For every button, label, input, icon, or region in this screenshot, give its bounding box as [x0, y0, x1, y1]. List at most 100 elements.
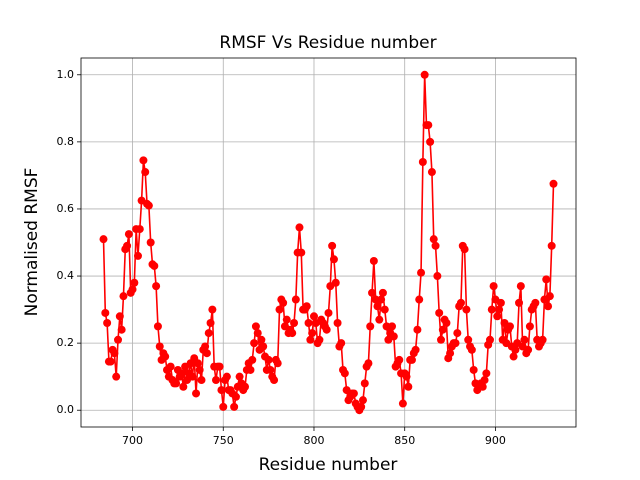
- data-point: [230, 402, 239, 411]
- data-point: [117, 325, 126, 334]
- data-point: [509, 352, 518, 361]
- data-point: [235, 372, 244, 381]
- data-point: [206, 319, 215, 328]
- data-point: [482, 369, 491, 378]
- data-point: [368, 288, 377, 297]
- data-point: [542, 275, 551, 284]
- data-point: [103, 319, 112, 328]
- data-point: [202, 349, 211, 358]
- x-tick-label: 800: [303, 434, 324, 447]
- data-point: [360, 379, 369, 388]
- data-point: [288, 329, 297, 338]
- data-point: [366, 322, 375, 331]
- data-point: [231, 392, 240, 401]
- data-point: [516, 282, 525, 291]
- data-point: [152, 282, 161, 291]
- data-point: [308, 329, 317, 338]
- data-point: [302, 302, 311, 311]
- data-point: [306, 335, 315, 344]
- data-point: [177, 369, 186, 378]
- data-point: [544, 302, 553, 311]
- data-point: [462, 305, 471, 314]
- data-point: [208, 305, 217, 314]
- y-axis-label: Normalised RMSF: [22, 168, 42, 317]
- data-point: [324, 308, 333, 317]
- data-point: [496, 298, 505, 307]
- data-point: [166, 362, 175, 371]
- data-point: [304, 319, 313, 328]
- data-point: [357, 402, 366, 411]
- data-point: [545, 292, 554, 301]
- data-point: [139, 156, 148, 165]
- x-tick-label: 750: [213, 434, 234, 447]
- data-point: [547, 241, 556, 250]
- data-point: [489, 282, 498, 291]
- data-point: [549, 179, 558, 188]
- data-point: [172, 379, 181, 388]
- data-point: [427, 168, 436, 177]
- data-point: [424, 121, 433, 130]
- data-point: [201, 342, 210, 351]
- data-point: [110, 349, 119, 358]
- data-point: [197, 376, 206, 385]
- data-point: [250, 339, 259, 348]
- data-point: [442, 319, 451, 328]
- data-point: [413, 325, 422, 334]
- data-point: [375, 315, 384, 324]
- y-tick-label: 0.0: [57, 403, 75, 416]
- data-point: [264, 355, 273, 364]
- data-point: [248, 355, 257, 364]
- data-point: [380, 305, 389, 314]
- data-point: [456, 298, 465, 307]
- data-point: [358, 396, 367, 405]
- data-point: [133, 251, 142, 260]
- data-point: [469, 365, 478, 374]
- data-point: [511, 345, 520, 354]
- x-tick-label: 700: [122, 434, 143, 447]
- data-point: [538, 335, 547, 344]
- chart-title: RMSF Vs Residue number: [219, 33, 436, 53]
- data-point: [420, 70, 429, 79]
- data-point: [222, 372, 231, 381]
- data-point: [520, 335, 529, 344]
- data-point: [257, 335, 266, 344]
- data-point: [431, 241, 440, 250]
- data-point: [328, 241, 337, 250]
- data-point: [141, 168, 150, 177]
- data-point: [275, 305, 284, 314]
- data-point: [309, 312, 318, 321]
- data-point: [418, 157, 427, 166]
- data-point: [493, 312, 502, 321]
- data-point: [485, 335, 494, 344]
- data-point: [331, 278, 340, 287]
- data-point: [525, 322, 534, 331]
- data-point: [505, 322, 514, 331]
- data-point: [411, 345, 420, 354]
- data-point: [128, 285, 137, 294]
- data-point: [99, 235, 108, 244]
- data-point: [135, 225, 144, 234]
- data-point: [377, 295, 386, 304]
- data-point: [215, 362, 224, 371]
- data-point: [259, 342, 268, 351]
- data-point: [460, 245, 469, 254]
- data-point: [478, 382, 487, 391]
- data-point: [153, 322, 162, 331]
- data-point: [398, 399, 407, 408]
- data-point: [241, 382, 250, 391]
- data-point: [290, 319, 299, 328]
- data-point: [337, 339, 346, 348]
- data-point: [515, 298, 524, 307]
- data-point: [119, 292, 128, 301]
- data-point: [161, 352, 170, 361]
- data-point: [426, 137, 435, 146]
- data-point: [246, 365, 255, 374]
- data-point: [378, 288, 387, 297]
- data-point: [217, 386, 226, 395]
- y-tick-label: 0.6: [57, 202, 75, 215]
- data-point: [251, 322, 260, 331]
- data-point: [437, 335, 445, 344]
- data-point: [438, 325, 447, 334]
- data-point: [404, 382, 413, 391]
